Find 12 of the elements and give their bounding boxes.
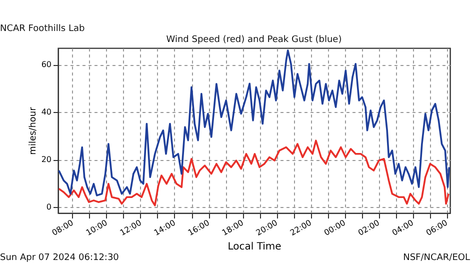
chart-title: Wind Speed (red) and Peak Gust (blue) bbox=[166, 35, 342, 45]
y-tick-label: 20 bbox=[41, 155, 52, 164]
text: NCAR Foothills Lab bbox=[0, 24, 85, 34]
y-axis-title: miles/hour bbox=[28, 106, 38, 155]
line-series bbox=[58, 140, 450, 206]
line-series bbox=[58, 49, 450, 196]
text: Sun Apr 07 2024 06:12:30 bbox=[0, 253, 120, 263]
text: NSF/NCAR/EOL bbox=[403, 253, 470, 263]
y-tick-label: 0 bbox=[46, 202, 52, 212]
y-tick-label: 60 bbox=[41, 60, 52, 70]
x-axis-title: Local Time bbox=[228, 241, 282, 252]
y-tick-label: 40 bbox=[41, 108, 52, 117]
